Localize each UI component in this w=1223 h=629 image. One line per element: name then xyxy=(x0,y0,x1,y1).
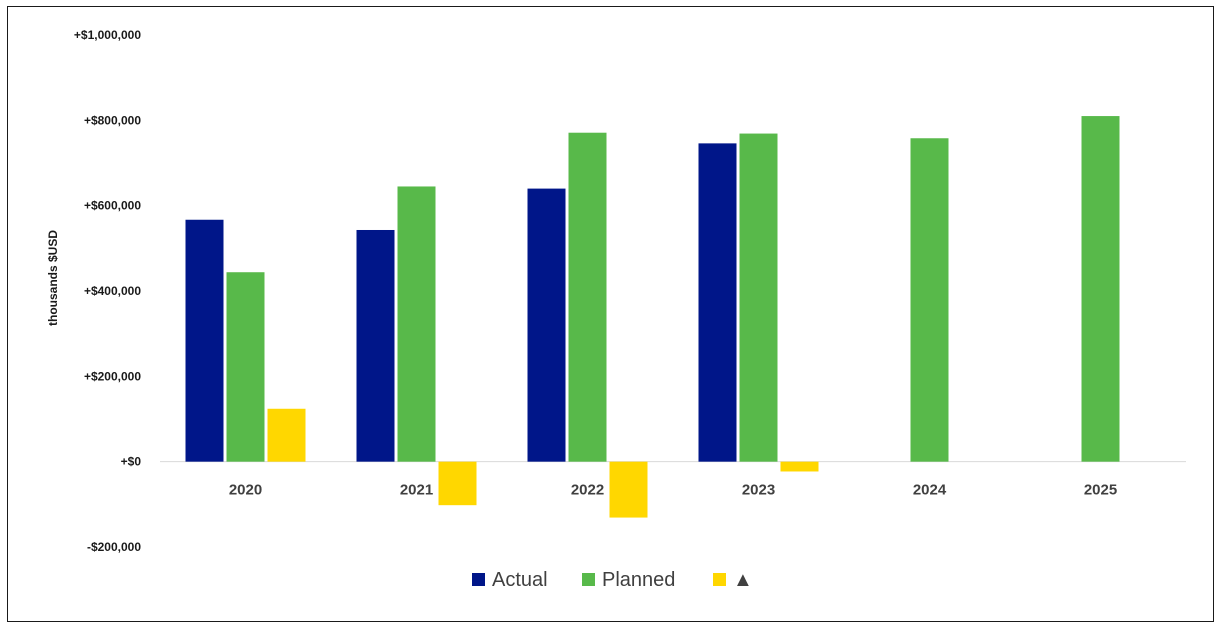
y-tick-label: -$200,000 xyxy=(87,540,141,554)
legend-label-actual: Actual xyxy=(492,569,548,591)
x-tick-label: 2021 xyxy=(400,482,433,499)
legend-swatch-actual xyxy=(472,573,485,586)
bar-actual-2021 xyxy=(356,229,395,462)
bar--2022 xyxy=(609,461,648,518)
chart-frame: +$1,000,000 +$800,000 +$600,000 +$400,000 +$… xyxy=(7,6,1214,622)
x-tick-label: 2020 xyxy=(229,482,262,499)
y-tick-label: +$0 xyxy=(121,455,142,469)
y-tick-label: +$600,000 xyxy=(84,199,141,213)
y-tick-label: +$200,000 xyxy=(84,369,141,383)
bar-actual-2023 xyxy=(698,143,737,462)
x-tick-label: 2025 xyxy=(1084,482,1117,499)
bar-planned-2024 xyxy=(910,138,949,462)
legend-label-delta: ▲ xyxy=(733,569,753,591)
bar-actual-2022 xyxy=(527,188,566,462)
y-tick-label: +$1,000,000 xyxy=(74,28,141,42)
bar-planned-2021 xyxy=(397,186,436,462)
legend-label-planned: Planned xyxy=(602,569,675,591)
y-axis-label: thousands $USD xyxy=(46,230,60,326)
bar--2021 xyxy=(438,461,477,506)
bar-planned-2020 xyxy=(226,272,265,462)
bar-planned-2025 xyxy=(1081,116,1120,462)
bar-planned-2022 xyxy=(568,132,607,462)
y-tick-label: +$800,000 xyxy=(84,113,141,127)
x-tick-label: 2024 xyxy=(913,482,947,499)
x-tick-label: 2022 xyxy=(571,482,604,499)
bar-chart: +$1,000,000 +$800,000 +$600,000 +$400,000 +$… xyxy=(46,28,1186,591)
bar-actual-2020 xyxy=(185,219,224,462)
legend-swatch-delta xyxy=(713,573,726,586)
x-tick-label: 2023 xyxy=(742,482,775,499)
bar-planned-2023 xyxy=(739,133,778,462)
legend-swatch-planned xyxy=(582,573,595,586)
bar--2020 xyxy=(267,408,306,462)
y-tick-label: +$400,000 xyxy=(84,284,141,298)
bar--2023 xyxy=(780,461,819,472)
